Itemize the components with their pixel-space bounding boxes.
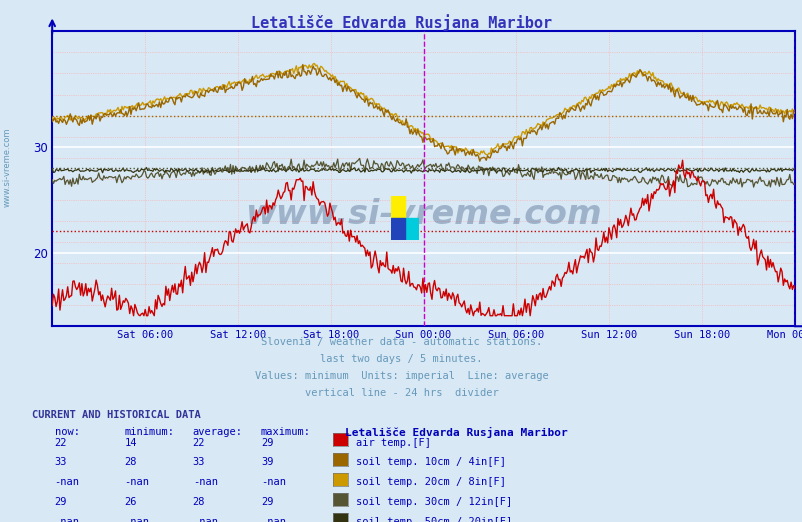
Text: soil temp. 30cm / 12in[F]: soil temp. 30cm / 12in[F] bbox=[355, 497, 512, 507]
Text: www.si-vreme.com: www.si-vreme.com bbox=[2, 127, 11, 207]
Text: now:: now: bbox=[55, 427, 79, 437]
Text: 28: 28 bbox=[124, 457, 137, 468]
Text: 22: 22 bbox=[55, 437, 67, 448]
Text: 33: 33 bbox=[55, 457, 67, 468]
Text: Letališče Edvarda Rusjana Maribor: Letališče Edvarda Rusjana Maribor bbox=[250, 15, 552, 31]
Text: 14: 14 bbox=[124, 437, 137, 448]
Text: Slovenia / weather data - automatic stations.: Slovenia / weather data - automatic stat… bbox=[261, 337, 541, 347]
Polygon shape bbox=[391, 218, 404, 240]
Text: soil temp. 10cm / 4in[F]: soil temp. 10cm / 4in[F] bbox=[355, 457, 505, 468]
Text: Values: minimum  Units: imperial  Line: average: Values: minimum Units: imperial Line: av… bbox=[254, 371, 548, 381]
Text: 29: 29 bbox=[55, 497, 67, 507]
Text: -nan: -nan bbox=[55, 517, 79, 522]
Text: CURRENT AND HISTORICAL DATA: CURRENT AND HISTORICAL DATA bbox=[32, 410, 200, 420]
Text: 33: 33 bbox=[192, 457, 205, 468]
Text: 28: 28 bbox=[192, 497, 205, 507]
Polygon shape bbox=[404, 218, 419, 240]
Text: 39: 39 bbox=[261, 457, 273, 468]
Text: 26: 26 bbox=[124, 497, 137, 507]
Text: maximum:: maximum: bbox=[261, 427, 310, 437]
Text: soil temp. 50cm / 20in[F]: soil temp. 50cm / 20in[F] bbox=[355, 517, 512, 522]
Text: air temp.[F]: air temp.[F] bbox=[355, 437, 430, 448]
Text: -nan: -nan bbox=[124, 517, 149, 522]
Text: -nan: -nan bbox=[124, 477, 149, 488]
Text: -nan: -nan bbox=[192, 517, 217, 522]
Text: www.si-vreme.com: www.si-vreme.com bbox=[245, 198, 602, 231]
Text: -nan: -nan bbox=[261, 477, 286, 488]
Text: 29: 29 bbox=[261, 437, 273, 448]
Text: Letališče Edvarda Rusjana Maribor: Letališče Edvarda Rusjana Maribor bbox=[345, 427, 567, 438]
Text: -nan: -nan bbox=[55, 477, 79, 488]
Text: 29: 29 bbox=[261, 497, 273, 507]
Text: vertical line - 24 hrs  divider: vertical line - 24 hrs divider bbox=[304, 388, 498, 398]
Text: minimum:: minimum: bbox=[124, 427, 174, 437]
Text: soil temp. 20cm / 8in[F]: soil temp. 20cm / 8in[F] bbox=[355, 477, 505, 488]
Text: 22: 22 bbox=[192, 437, 205, 448]
Text: -nan: -nan bbox=[192, 477, 217, 488]
Text: -nan: -nan bbox=[261, 517, 286, 522]
Polygon shape bbox=[391, 196, 404, 218]
Text: last two days / 5 minutes.: last two days / 5 minutes. bbox=[320, 354, 482, 364]
Text: average:: average: bbox=[192, 427, 242, 437]
